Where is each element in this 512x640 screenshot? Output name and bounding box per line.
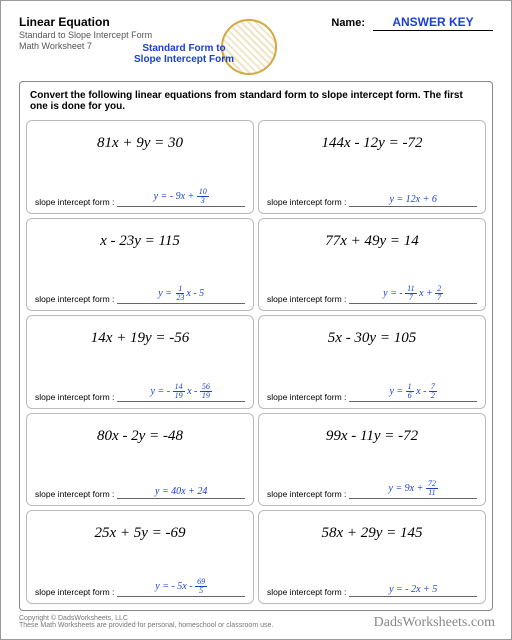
slope-label: slope intercept form : — [267, 197, 346, 207]
compass-badge: Standard Form to Slope Intercept Form — [134, 43, 234, 65]
slope-answer: y = - 2x + 5 — [349, 584, 477, 597]
slope-label: slope intercept form : — [267, 587, 346, 597]
equation: 25x + 5y = -69 — [35, 515, 245, 542]
badge-line-1: Standard Form to — [134, 43, 234, 54]
slope-answer: y = 40x + 24 — [117, 486, 245, 499]
worksheet-page: Linear Equation Standard to Slope Interc… — [0, 0, 512, 640]
problem-cell: 14x + 19y = -56 slope intercept form :y =… — [26, 315, 254, 409]
problem-cell: 80x - 2y = -48 slope intercept form :y = … — [26, 413, 254, 507]
answer-row: slope intercept form :y = 123x - 5 — [35, 285, 245, 304]
equation: x - 23y = 115 — [35, 223, 245, 250]
answer-row: slope intercept form :y = 12x + 6 — [267, 194, 477, 207]
answer-row: slope intercept form :y = - 117 x + 27 — [267, 285, 477, 304]
equation: 99x - 11y = -72 — [267, 418, 477, 445]
equation: 144x - 12y = -72 — [267, 125, 477, 152]
slope-label: slope intercept form : — [35, 197, 114, 207]
slope-answer: y = 12x + 6 — [349, 194, 477, 207]
equation: 58x + 29y = 145 — [267, 515, 477, 542]
problem-cell: 5x - 30y = 105 slope intercept form :y = … — [258, 315, 486, 409]
slope-label: slope intercept form : — [267, 489, 346, 499]
name-field: Name: ANSWER KEY — [331, 15, 493, 31]
instruction: Convert the following linear equations f… — [20, 82, 492, 120]
answer-row: slope intercept form :y = 9x + 7211 — [267, 480, 477, 499]
brand-logo: DadsWorksheets.com — [374, 615, 495, 631]
name-value: ANSWER KEY — [373, 15, 493, 31]
name-label: Name: — [331, 17, 365, 29]
slope-answer: y = 9x + 7211 — [349, 480, 477, 499]
problem-cell: 99x - 11y = -72 slope intercept form :y =… — [258, 413, 486, 507]
slope-label: slope intercept form : — [35, 489, 114, 499]
answer-row: slope intercept form :y = - 1419 x - 561… — [35, 383, 245, 402]
header: Linear Equation Standard to Slope Interc… — [19, 15, 493, 77]
answer-row: slope intercept form :y = 16 x - 72 — [267, 383, 477, 402]
slope-answer: y = 123x - 5 — [117, 285, 245, 304]
equation: 14x + 19y = -56 — [35, 320, 245, 347]
title: Linear Equation — [19, 15, 199, 29]
subtitle-1: Standard to Slope Intercept Form — [19, 30, 199, 40]
main-panel: Convert the following linear equations f… — [19, 81, 493, 611]
problem-cell: 144x - 12y = -72 slope intercept form :y … — [258, 120, 486, 214]
equation: 81x + 9y = 30 — [35, 125, 245, 152]
slope-label: slope intercept form : — [267, 294, 346, 304]
slope-answer: y = - 9x + 103 — [117, 188, 245, 207]
equation: 80x - 2y = -48 — [35, 418, 245, 445]
problem-cell: x - 23y = 115 slope intercept form :y = 1… — [26, 218, 254, 312]
slope-label: slope intercept form : — [35, 392, 114, 402]
problem-grid: 81x + 9y = 30slope intercept form :y = -… — [20, 120, 492, 610]
slope-label: slope intercept form : — [35, 294, 114, 304]
answer-row: slope intercept form :y = - 2x + 5 — [267, 584, 477, 597]
slope-label: slope intercept form : — [35, 587, 114, 597]
slope-answer: y = - 117 x + 27 — [349, 285, 477, 304]
equation: 77x + 49y = 14 — [267, 223, 477, 250]
answer-row: slope intercept form :y = - 9x + 103 — [35, 188, 245, 207]
problem-cell: 81x + 9y = 30 slope intercept form :y = -… — [26, 120, 254, 214]
slope-label: slope intercept form : — [267, 392, 346, 402]
equation: 5x - 30y = 105 — [267, 320, 477, 347]
badge-line-2: Slope Intercept Form — [134, 54, 234, 65]
problem-cell: 77x + 49y = 14 slope intercept form :y = … — [258, 218, 486, 312]
slope-answer: y = - 5x - 695 — [117, 578, 245, 597]
answer-row: slope intercept form :y = 40x + 24 — [35, 486, 245, 499]
problem-cell: 58x + 29y = 145 slope intercept form :y =… — [258, 510, 486, 604]
answer-row: slope intercept form :y = - 5x - 695 — [35, 578, 245, 597]
problem-cell: 25x + 5y = -69 slope intercept form :y = … — [26, 510, 254, 604]
slope-answer: y = - 1419 x - 5619 — [117, 383, 245, 402]
slope-answer: y = 16 x - 72 — [349, 383, 477, 402]
